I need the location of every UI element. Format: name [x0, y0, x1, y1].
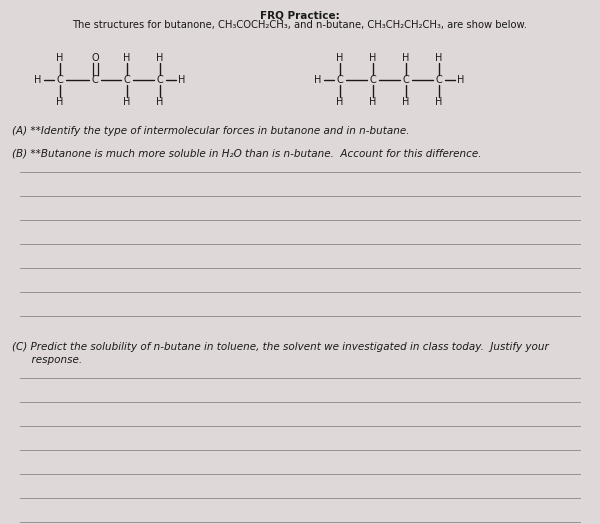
Text: H: H — [403, 97, 410, 107]
Text: The structures for butanone, CH₃COCH₂CH₃, and n-butane, CH₃CH₂CH₂CH₃, are show b: The structures for butanone, CH₃COCH₂CH₃… — [73, 20, 527, 30]
Text: H: H — [178, 75, 185, 85]
Text: H: H — [436, 97, 443, 107]
Text: H: H — [56, 97, 64, 107]
Text: H: H — [370, 53, 377, 63]
Text: C: C — [56, 75, 64, 85]
Text: C: C — [124, 75, 130, 85]
Text: H: H — [157, 97, 164, 107]
Text: C: C — [403, 75, 409, 85]
Text: H: H — [34, 75, 41, 85]
Text: (B) **Butanone is much more soluble in H₂O than is n-butane.  Account for this d: (B) **Butanone is much more soluble in H… — [12, 148, 482, 158]
Text: H: H — [124, 53, 131, 63]
Text: FRQ Practice:: FRQ Practice: — [260, 10, 340, 20]
Text: H: H — [337, 53, 344, 63]
Text: C: C — [337, 75, 343, 85]
Text: (C) Predict the solubility of n-butane in toluene, the solvent we investigated i: (C) Predict the solubility of n-butane i… — [12, 342, 549, 352]
Text: response.: response. — [12, 355, 82, 365]
Text: C: C — [92, 75, 98, 85]
Text: H: H — [370, 97, 377, 107]
Text: H: H — [124, 97, 131, 107]
Text: H: H — [56, 53, 64, 63]
Text: C: C — [370, 75, 376, 85]
Text: H: H — [314, 75, 322, 85]
Text: H: H — [157, 53, 164, 63]
Text: C: C — [436, 75, 442, 85]
Text: H: H — [403, 53, 410, 63]
Text: H: H — [457, 75, 464, 85]
Text: H: H — [436, 53, 443, 63]
Text: (A) **Identify the type of intermolecular forces in butanone and in n-butane.: (A) **Identify the type of intermolecula… — [12, 126, 409, 136]
Text: H: H — [337, 97, 344, 107]
Text: C: C — [157, 75, 163, 85]
Text: O: O — [91, 53, 99, 63]
